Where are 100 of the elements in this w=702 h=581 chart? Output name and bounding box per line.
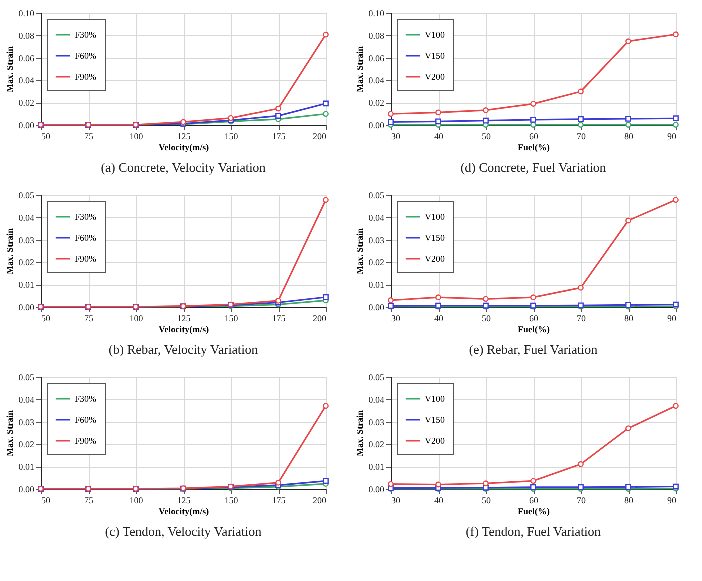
x-tick-label: 125 [177,132,192,142]
x-tick-label: 200 [313,314,327,324]
x-tick-label: 50 [42,496,51,506]
legend-label: F60% [75,233,98,243]
x-axis-title: Velocity(m/s) [158,324,210,334]
x-tick-label: 125 [177,496,192,506]
legend-label: V100 [425,30,446,40]
x-tick-label: 50 [482,132,492,142]
x-tick-label: 90 [668,132,677,142]
y-axis-title: Max. Strain [4,46,15,92]
y-tick-label: 0.02 [18,440,34,450]
y-tick-label: 0.01 [368,280,384,290]
legend-label: F60% [75,51,98,61]
y-tick-label: 0.02 [368,258,384,268]
legend-label: V200 [425,436,446,446]
x-tick-label: 30 [392,496,401,506]
y-tick-label: 0.05 [18,190,35,200]
y-tick-label: 0.04 [368,76,385,86]
y-tick-label: 0.03 [368,417,385,428]
legend-label: V200 [425,254,446,264]
y-tick-label: 0.05 [18,372,35,382]
y-tick-label: 0.00 [18,120,35,130]
y-tick-label: 0.04 [18,76,35,86]
x-tick-label: 80 [624,132,634,142]
x-tick-label: 90 [668,314,677,324]
y-axis-title: Max. Strain [4,228,15,274]
legend-label: F60% [75,415,98,425]
legend-label: F90% [75,72,98,82]
y-tick-label: 0.02 [368,440,384,450]
y-tick-label: 0.01 [18,280,34,290]
legend-label: F90% [75,254,98,264]
x-axis-title: Velocity(m/s) [158,506,210,516]
y-tick-label: 0.02 [18,98,34,108]
y-tick-label: 0.00 [368,120,385,130]
text: (f) Tendon, Fuel Variation [466,524,602,539]
y-tick-label: 0.06 [18,53,35,64]
y-axis-title: Max. Strain [354,410,365,456]
legend-label: V200 [425,72,446,82]
y-tick-label: 0.06 [368,53,385,64]
y-tick-label: 0.03 [18,235,35,246]
y-tick-label: 0.00 [368,484,385,494]
x-tick-label: 100 [130,314,144,324]
y-tick-label: 0.08 [18,30,35,41]
y-tick-label: 0.10 [368,8,385,18]
legend-label: F30% [75,212,98,222]
text: (e) Rebar, Fuel Variation [469,342,598,357]
y-tick-label: 0.05 [368,190,385,200]
x-tick-label: 40 [434,314,444,324]
y-tick-label: 0.01 [368,462,384,472]
x-tick-label: 50 [482,496,492,506]
x-tick-label: 30 [392,314,401,324]
y-tick-label: 0.05 [368,372,385,382]
y-tick-label: 0.01 [18,462,34,472]
x-tick-label: 50 [42,314,51,324]
x-tick-label: 50 [482,314,492,324]
y-axis-title: Max. Strain [354,46,365,92]
x-tick-label: 70 [577,314,586,324]
x-tick-label: 40 [434,496,444,506]
x-tick-label: 60 [530,132,539,142]
x-tick-label: 50 [42,132,51,142]
x-axis-title: Fuel(%) [518,324,550,334]
legend-label: F30% [75,394,98,404]
y-tick-label: 0.02 [368,98,384,108]
y-tick-label: 0.00 [18,484,35,494]
y-axis-title: Max. Strain [4,410,15,456]
text: (a) Concrete, Velocity Variation [101,160,266,175]
x-tick-label: 200 [313,132,327,142]
x-tick-label: 150 [224,496,239,506]
x-tick-label: 100 [130,496,144,506]
x-tick-label: 175 [272,132,286,142]
y-tick-label: 0.04 [18,212,35,223]
y-tick-label: 0.02 [18,258,34,268]
x-tick-label: 175 [272,314,286,324]
text: (c) Tendon, Velocity Variation [105,524,262,539]
x-tick-label: 70 [577,496,586,506]
x-axis-title: Velocity(m/s) [158,142,210,152]
x-tick-label: 80 [624,314,634,324]
x-tick-label: 75 [84,314,94,324]
x-tick-label: 90 [668,496,677,506]
y-tick-label: 0.03 [18,417,35,428]
legend-label: V150 [425,233,446,243]
legend-label: V100 [425,394,446,404]
y-tick-label: 0.00 [18,302,35,312]
x-tick-label: 75 [84,496,94,506]
legend-label: V100 [425,212,446,222]
x-tick-label: 150 [224,314,239,324]
x-axis-title: Fuel(%) [518,142,550,152]
x-tick-label: 40 [434,132,444,142]
x-tick-label: 125 [177,314,192,324]
y-tick-label: 0.04 [18,394,35,405]
x-tick-label: 150 [224,132,239,142]
x-axis-title: Fuel(%) [518,506,550,516]
x-tick-label: 80 [624,496,634,506]
text: (b) Rebar, Velocity Variation [108,342,259,357]
y-tick-label: 0.00 [368,302,385,312]
y-tick-label: 0.04 [368,212,385,223]
x-tick-label: 70 [577,132,586,142]
x-tick-label: 175 [272,496,286,506]
y-axis-title: Max. Strain [354,228,365,274]
text: (d) Concrete, Fuel Variation [460,160,607,175]
